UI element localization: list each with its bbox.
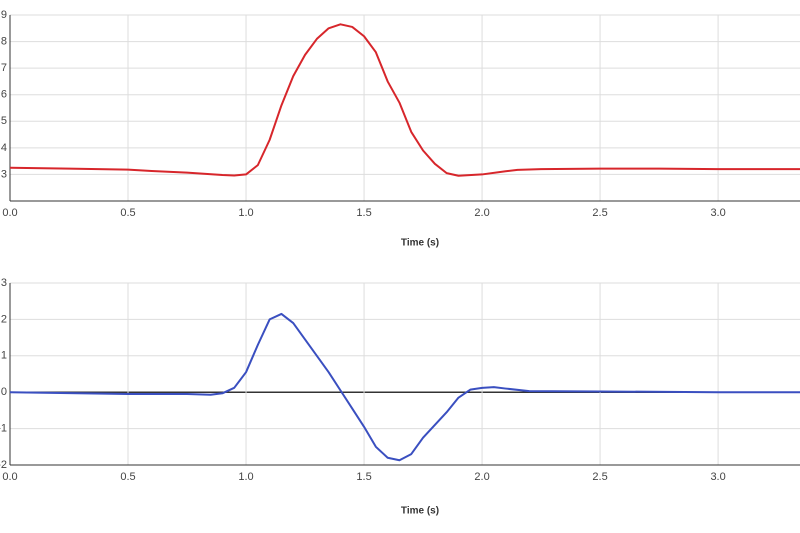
y-tick-label: -2 [0,459,7,471]
y-tick-label: 7 [1,62,7,74]
y-tick-label: 8 [1,35,7,47]
x-axis-label: Time (s) [401,506,439,517]
y-tick-label: -1 [0,423,7,435]
data-line [9,312,800,462]
y-tick-label: 1 [1,350,7,362]
x-tick-label: 1.0 [238,207,253,219]
x-tick-label: 2.5 [592,207,607,219]
x-tick-label: 2.0 [474,207,489,219]
y-tick-label: 3 [1,168,7,180]
x-tick-label: 1.5 [356,207,371,219]
x-tick-label: 3.0 [710,207,725,219]
y-tick-label: 3 [1,277,7,289]
x-tick-label: 2.5 [592,471,607,483]
y-tick-label: 6 [1,89,7,101]
y-tick-label: 5 [1,115,7,127]
x-tick-label: 0.0 [2,471,17,483]
x-tick-label: 2.0 [474,471,489,483]
data-line [9,23,800,177]
x-tick-label: 0.0 [2,207,17,219]
x-tick-label: 0.5 [120,471,135,483]
x-tick-label: 0.5 [120,207,135,219]
x-tick-label: 3.0 [710,471,725,483]
y-tick-label: 4 [1,142,7,154]
y-tick-label: 0 [1,386,7,398]
x-tick-label: 1.0 [238,471,253,483]
y-tick-label: 2 [1,313,7,325]
x-axis-label: Time (s) [401,238,439,249]
x-tick-label: 1.5 [356,471,371,483]
y-tick-label: 9 [1,9,7,21]
